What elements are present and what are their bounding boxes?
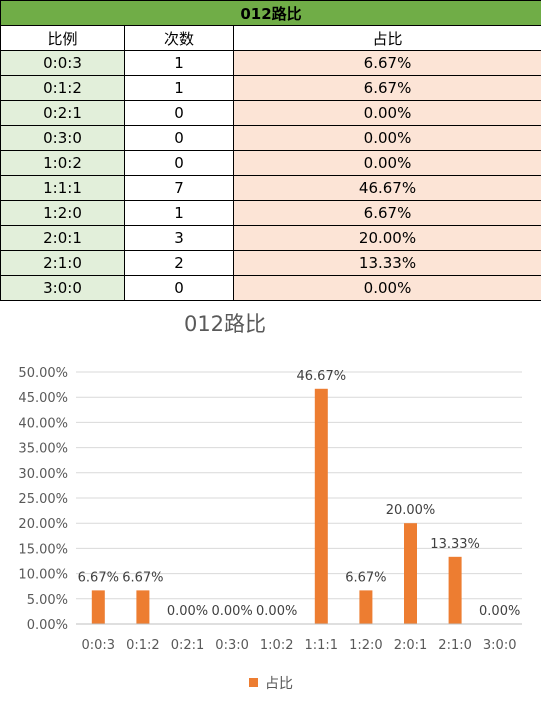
bar: [136, 590, 150, 624]
data-label: 46.67%: [297, 369, 347, 384]
header-percent: 占比: [232, 25, 541, 51]
table-row: 0:1:2 1 6.67%: [0, 75, 541, 101]
y-tick-label: 0.00%: [27, 618, 68, 633]
percent-cell: 0.00%: [232, 150, 541, 176]
y-tick-label: 25.00%: [18, 492, 68, 507]
x-tick-label: 2:1:0: [438, 638, 472, 653]
ratio-cell: 1:2:0: [0, 200, 125, 226]
bar-chart: 012路比 0.00% 5.00% 10.00% 15.00% 20.00% 25.00%…: [18, 312, 522, 692]
percent-cell: 0.00%: [232, 125, 541, 151]
table-row: 2:0:1 3 20.00%: [0, 225, 541, 251]
bar: [404, 523, 417, 624]
x-tick-label: 0:2:1: [171, 638, 205, 653]
y-tick-label: 20.00%: [18, 517, 68, 532]
chart-title: 012路比: [184, 312, 266, 336]
legend: 占比: [249, 676, 293, 692]
x-tick-label: 0:3:0: [215, 638, 249, 653]
data-label: 13.33%: [430, 537, 480, 552]
y-tick-label: 10.00%: [18, 568, 68, 583]
bar: [91, 590, 105, 624]
bar: [359, 590, 373, 624]
data-label: 6.67%: [345, 570, 386, 585]
x-tick-label: 3:0:0: [483, 638, 517, 653]
count-cell: 1: [124, 75, 234, 101]
header-ratio: 比例: [0, 25, 125, 51]
table-row: 1:1:1 7 46.67%: [0, 175, 541, 201]
y-tick-label: 5.00%: [27, 593, 68, 608]
x-tick-label: 2:0:1: [394, 638, 428, 653]
table-row: 0:0:3 1 6.67%: [0, 50, 541, 76]
count-cell: 1: [124, 200, 234, 226]
percent-cell: 46.67%: [232, 175, 541, 201]
table-row: 1:2:0 1 6.67%: [0, 200, 541, 226]
ratio-cell: 0:0:3: [0, 50, 125, 76]
bar: [448, 556, 462, 624]
table-header-row: 比例 次数 占比: [0, 25, 541, 51]
count-cell: 0: [124, 125, 234, 151]
table-row: 0:2:1 0 0.00%: [0, 100, 541, 126]
percent-cell: 13.33%: [232, 250, 541, 276]
percent-cell: 6.67%: [232, 75, 541, 101]
count-cell: 2: [124, 250, 234, 276]
data-label: 0.00%: [479, 604, 520, 619]
count-cell: 1: [124, 50, 234, 76]
legend-label: 占比: [265, 676, 293, 692]
data-label: 0.00%: [256, 604, 297, 619]
ratio-cell: 0:3:0: [0, 125, 125, 151]
percent-cell: 20.00%: [232, 225, 541, 251]
ratio-table: 012路比 比例 次数 占比 0:0:3 1 6.67% 0:1:2 1 6.67% 0:2…: [0, 0, 541, 301]
table-row: 2:1:0 2 13.33%: [0, 250, 541, 276]
y-tick-label: 35.00%: [18, 442, 68, 457]
percent-cell: 6.67%: [232, 50, 541, 76]
data-label: 20.00%: [386, 503, 436, 518]
percent-cell: 0.00%: [232, 275, 541, 301]
data-label: 6.67%: [122, 570, 163, 585]
x-tick-label: 1:2:0: [349, 638, 383, 653]
y-tick-label: 30.00%: [18, 467, 68, 482]
table-title-row: 012路比: [0, 0, 541, 26]
y-tick-label: 40.00%: [18, 416, 68, 431]
data-label: 0.00%: [211, 604, 252, 619]
bar: [314, 388, 328, 624]
table-row: 1:0:2 0 0.00%: [0, 150, 541, 176]
ratio-cell: 2:0:1: [0, 225, 125, 251]
percent-cell: 0.00%: [232, 100, 541, 126]
count-cell: 0: [124, 100, 234, 126]
x-tick-label: 1:1:1: [305, 638, 339, 653]
table-title: 012路比: [0, 0, 541, 26]
legend-swatch: [249, 678, 258, 687]
percent-cell: 6.67%: [232, 200, 541, 226]
y-tick-label: 50.00%: [18, 366, 68, 381]
count-cell: 0: [124, 150, 234, 176]
ratio-cell: 1:1:1: [0, 175, 125, 201]
header-count: 次数: [124, 25, 234, 51]
ratio-cell: 1:0:2: [0, 150, 125, 176]
ratio-cell: 0:2:1: [0, 100, 125, 126]
x-tick-label: 0:1:2: [126, 638, 160, 653]
count-cell: 0: [124, 275, 234, 301]
y-tick-label: 15.00%: [18, 542, 68, 557]
table-row: 0:3:0 0 0.00%: [0, 125, 541, 151]
count-cell: 7: [124, 175, 234, 201]
y-tick-label: 45.00%: [18, 391, 68, 406]
ratio-cell: 3:0:0: [0, 275, 125, 301]
data-label: 6.67%: [78, 570, 119, 585]
data-label: 0.00%: [167, 604, 208, 619]
x-tick-label: 1:0:2: [260, 638, 294, 653]
x-tick-label: 0:0:3: [82, 638, 116, 653]
count-cell: 3: [124, 225, 234, 251]
table-row: 3:0:0 0 0.00%: [0, 275, 541, 301]
ratio-cell: 2:1:0: [0, 250, 125, 276]
ratio-cell: 0:1:2: [0, 75, 125, 101]
